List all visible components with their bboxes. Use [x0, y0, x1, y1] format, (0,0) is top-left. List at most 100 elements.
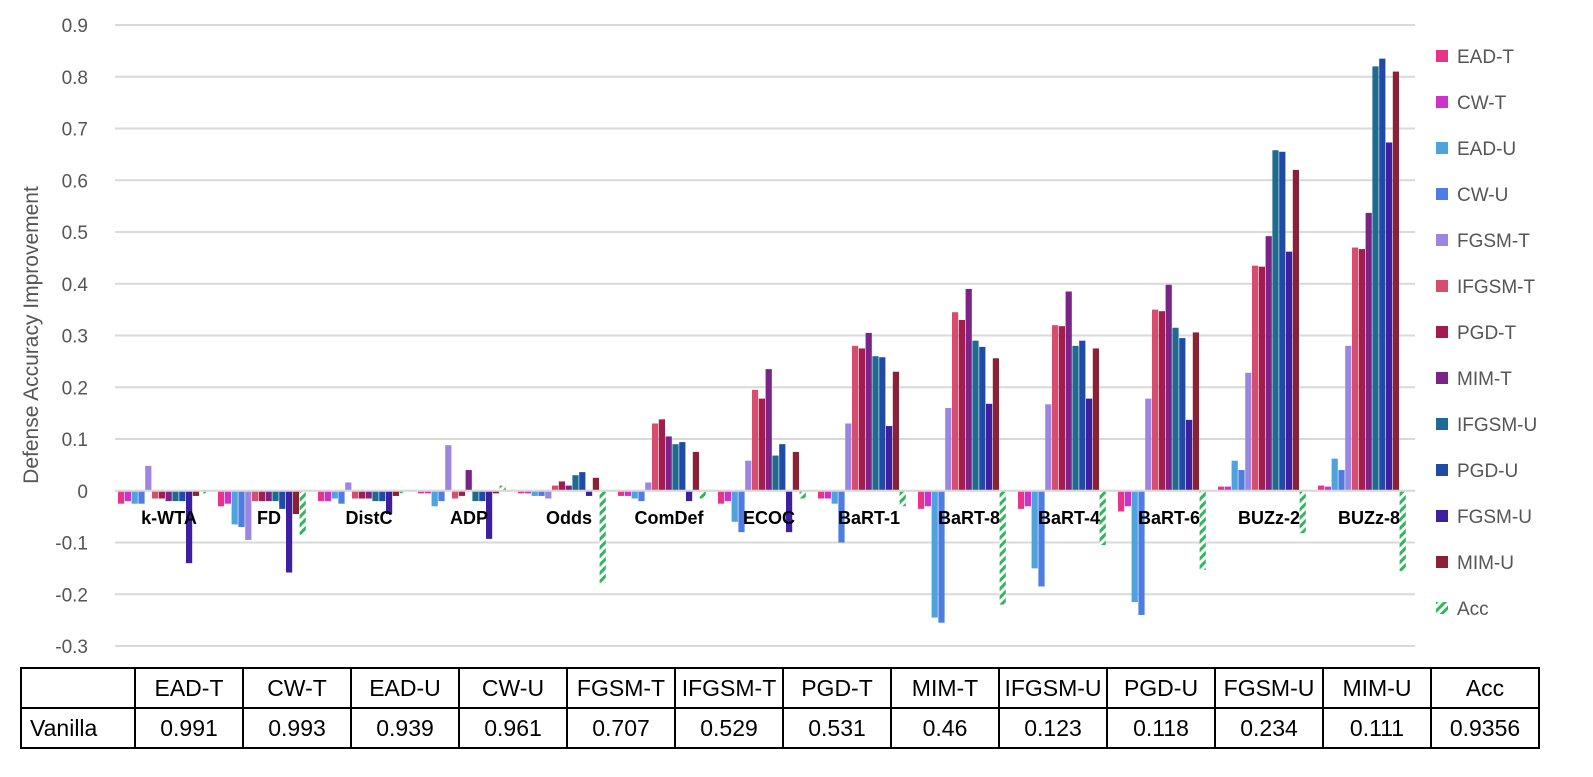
bar-EAD-T-k-WTA: [118, 490, 125, 504]
bar-IFGSM-U-BaRT-4: [1072, 345, 1079, 491]
category-label: BUZz-8: [1338, 508, 1400, 528]
bar-EAD-T-BaRT-4: [1018, 490, 1025, 509]
bar-IFGSM-T-k-WTA: [152, 490, 159, 499]
bar-FGSM-U-ComDef: [686, 490, 693, 502]
bar-CW-T-BUZz-8: [1324, 486, 1331, 491]
bar-Acc-ADP: [499, 485, 506, 491]
bar-CW-U-ADP: [438, 490, 445, 502]
table-cell: 0.111: [1322, 707, 1432, 749]
bar-EAD-T-ADP: [418, 490, 425, 494]
table-cell: 0.234: [1214, 707, 1324, 749]
bar-FGSM-U-BaRT-8: [986, 403, 993, 491]
bar-CW-U-BaRT-6: [1138, 490, 1145, 615]
y-tick-label: 0.1: [62, 430, 88, 451]
bar-Acc-k-WTA: [199, 490, 206, 494]
bar-PGD-T-FD: [258, 490, 265, 502]
table-header-cell: PGD-U: [1106, 667, 1216, 709]
legend-label: FGSM-U: [1457, 507, 1532, 528]
bar-FGSM-U-FD: [286, 490, 293, 573]
bar-MIM-U-BUZz-2: [1292, 169, 1299, 491]
bar-PGD-U-BUZz-8: [1379, 58, 1386, 491]
table-header-row: EAD-T CW-T EAD-U CW-U FGSM-T IFGSM-T PGD…: [20, 667, 1540, 709]
bar-FGSM-T-BaRT-4: [1045, 404, 1052, 491]
bar-CW-U-Odds: [538, 490, 545, 496]
bar-Acc-BaRT-4: [1099, 490, 1106, 546]
category-label: k-WTA: [141, 508, 197, 528]
bar-MIM-T-ComDef: [665, 436, 672, 491]
bar-PGD-U-ADP: [479, 490, 486, 502]
bar-MIM-T-FD: [265, 490, 272, 502]
bar-FGSM-T-ADP: [445, 445, 452, 491]
bar-IFGSM-U-Odds: [572, 475, 579, 491]
bar-MIM-T-BaRT-8: [965, 288, 972, 491]
category-label: BaRT-1: [838, 508, 900, 528]
table-cell: 0.118: [1106, 707, 1216, 749]
bar-PGD-U-ComDef: [679, 442, 686, 491]
bar-CW-T-ECOC: [724, 490, 731, 502]
y-tick-label: 0.2: [62, 378, 88, 399]
bar-CW-T-ComDef: [624, 490, 631, 496]
bar-MIM-U-ComDef: [692, 451, 699, 491]
bar-PGD-T-BaRT-4: [1058, 326, 1065, 491]
legend-label: IFGSM-U: [1457, 415, 1537, 436]
table-header-cell: EAD-T: [134, 667, 244, 709]
bar-EAD-T-Odds: [518, 490, 525, 494]
bar-IFGSM-U-BUZz-8: [1372, 66, 1379, 491]
table-header-cell: IFGSM-T: [674, 667, 784, 709]
bar-FGSM-T-ComDef: [645, 482, 652, 491]
bar-MIM-T-BUZz-8: [1365, 212, 1372, 491]
bar-CW-T-BaRT-1: [824, 490, 831, 499]
category-label: ADP: [450, 508, 488, 528]
bar-IFGSM-T-FD: [252, 490, 259, 502]
legend-swatch: [1436, 464, 1448, 476]
bar-FGSM-T-BaRT-8: [945, 407, 952, 491]
bar-FGSM-U-ADP: [486, 490, 493, 539]
bar-IFGSM-U-DistC: [372, 490, 379, 502]
bar-FGSM-T-FD: [245, 490, 252, 540]
legend-label: EAD-T: [1457, 47, 1514, 68]
y-tick-label: -0.1: [55, 534, 88, 555]
table-cell: 0.9356: [1430, 707, 1540, 749]
category-label: ComDef: [634, 508, 704, 528]
legend-label: CW-U: [1457, 185, 1508, 206]
table-cell: 0.961: [458, 707, 568, 749]
bar-IFGSM-T-Odds: [552, 485, 559, 491]
bar-FGSM-T-Odds: [545, 490, 552, 499]
category-label: ECOC: [743, 508, 795, 528]
bar-CW-T-Odds: [524, 490, 531, 494]
bar-IFGSM-T-BUZz-8: [1352, 247, 1359, 491]
bar-PGD-U-FD: [279, 490, 286, 509]
category-label: BaRT-4: [1038, 508, 1100, 528]
bar-Acc-ComDef: [699, 490, 706, 499]
bar-FGSM-T-BUZz-8: [1345, 345, 1352, 491]
y-tick-label: -0.3: [55, 637, 88, 658]
legend-swatch: [1436, 280, 1448, 292]
legend-label: FGSM-T: [1457, 231, 1530, 252]
legend-swatch: [1436, 372, 1448, 384]
bar-Acc-BUZz-8: [1399, 490, 1406, 571]
bar-CW-T-DistC: [324, 490, 331, 502]
bar-FGSM-T-DistC: [345, 482, 352, 491]
table-cell: 0.993: [242, 707, 352, 749]
bar-IFGSM-T-BaRT-6: [1152, 309, 1159, 491]
bar-CW-T-BaRT-6: [1124, 490, 1131, 507]
bar-EAD-T-DistC: [318, 490, 325, 502]
bar-FGSM-T-BaRT-1: [845, 423, 852, 491]
legend-label: MIM-U: [1457, 553, 1514, 574]
bar-CW-U-BaRT-8: [938, 490, 945, 623]
category-label: BUZz-2: [1238, 508, 1300, 528]
table-header-cell: MIM-U: [1322, 667, 1432, 709]
bar-MIM-U-ADP: [492, 490, 499, 494]
bar-Acc-FD: [299, 490, 306, 535]
y-tick-label: -0.2: [55, 585, 88, 606]
bar-FGSM-U-k-WTA: [186, 490, 193, 564]
bar-MIM-U-ECOC: [792, 451, 799, 491]
bar-Acc-BUZz-2: [1299, 490, 1306, 534]
bar-MIM-T-ECOC: [765, 369, 772, 491]
table-header-cell: CW-U: [458, 667, 568, 709]
bar-CW-U-ComDef: [638, 490, 645, 502]
table-header-cell: FGSM-U: [1214, 667, 1324, 709]
bar-CW-U-ECOC: [738, 490, 745, 533]
bar-Acc-Odds: [599, 490, 606, 583]
vanilla-accuracy-table: EAD-T CW-T EAD-U CW-U FGSM-T IFGSM-T PGD…: [20, 667, 1540, 749]
